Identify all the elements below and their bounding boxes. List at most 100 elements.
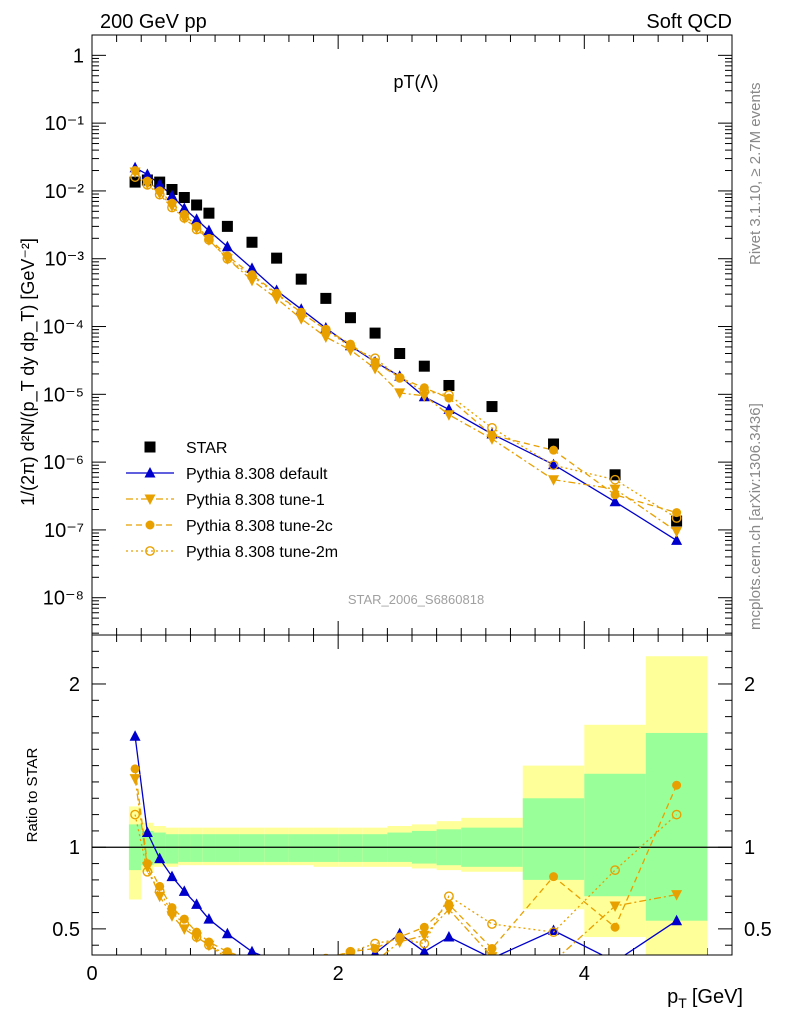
series-point-ratio (610, 865, 620, 876)
star-data-point (295, 273, 307, 285)
series-point-main (295, 314, 307, 325)
star-data-point (671, 515, 683, 527)
side-rivet-text: Rivet 3.1.10, ≥ 2.7M events (747, 83, 764, 266)
series-point-main (166, 189, 178, 201)
series-point-main (444, 390, 454, 400)
series-point-main (395, 373, 405, 383)
series-point-main (609, 484, 621, 496)
series-point-main (394, 388, 406, 399)
ratio-band-green (584, 773, 646, 897)
series-point-ratio (345, 946, 356, 955)
star-data-point (320, 292, 332, 304)
series-point-main (321, 325, 331, 335)
series-point-ratio (167, 907, 177, 918)
ratio-band-green (264, 834, 289, 862)
ratio-band-green (202, 834, 216, 862)
series-point-ratio (178, 885, 190, 896)
series-point-main (178, 202, 190, 214)
star-data-point (178, 192, 190, 204)
ratio-plot-frame (91, 634, 733, 956)
star-data-point (609, 469, 621, 481)
series-point-ratio (549, 872, 559, 882)
series-point-main (320, 332, 332, 344)
series-point-ratio (247, 945, 257, 955)
ratio-tick-label-right: 1 (744, 837, 755, 859)
series-point-main (369, 364, 381, 375)
star-data-point (418, 360, 430, 372)
x-axis-label: pT [GeV] (667, 986, 743, 1011)
series-point-ratio (154, 886, 165, 897)
ratio-band-green (522, 798, 585, 880)
series-point-ratio (487, 943, 497, 953)
series-point-main (548, 475, 560, 486)
series-point-ratio (548, 927, 559, 938)
plot-title: pT(Λ) (393, 72, 438, 92)
ratio-band-green (362, 834, 388, 862)
series-point-ratio (444, 891, 454, 902)
x-tick-label: 4 (579, 963, 590, 985)
series-point-ratio (142, 859, 152, 869)
series-point-ratio (191, 898, 203, 909)
header-left: 200 GeV pp (100, 11, 207, 33)
series-point-main (154, 189, 165, 200)
series-point-main (345, 342, 356, 352)
legend-marker (145, 520, 155, 530)
y-tick-label: 10⁻³ (45, 249, 85, 271)
ratio-band-green (288, 834, 314, 862)
series-point-ratio (325, 954, 326, 955)
series-point-ratio (548, 924, 560, 936)
legend-label: Pythia 8.308 tune-1 (186, 492, 325, 509)
series-point-main (394, 372, 405, 383)
y-tick-label: 10⁻⁸ (43, 588, 84, 610)
series-line-ratio (134, 736, 677, 955)
series-point-ratio (671, 914, 683, 926)
star-data-point (191, 199, 203, 211)
series-point-ratio (672, 780, 682, 790)
series-point-main (179, 209, 189, 219)
ratio-tick-label-left: 2 (69, 674, 80, 696)
series-point-main (191, 224, 202, 235)
series-point-main (419, 386, 430, 397)
series-point-main (370, 353, 380, 364)
series-point-main (487, 422, 497, 433)
x-tick-label: 0 (86, 963, 97, 985)
header-right: Soft QCD (646, 11, 732, 33)
series-point-ratio (129, 774, 141, 785)
series-point-ratio (203, 913, 215, 924)
series-point-ratio (191, 932, 202, 942)
series-point-ratio (610, 922, 620, 932)
y-axis-label: 1/(2π) d²N/(p_T dy dp_T) [GeV⁻²] (18, 238, 39, 506)
legend-marker (145, 546, 155, 556)
ratio-series-group (129, 730, 683, 955)
series-point-main (154, 178, 166, 189)
legend-label: STAR (186, 440, 227, 457)
watermark: STAR_2006_S6860818 (348, 592, 484, 607)
ratio-tick-label-right: 0.5 (744, 919, 772, 941)
series-point-main (203, 224, 215, 236)
y-tick-label: 10⁻¹ (45, 113, 85, 135)
series-point-main (296, 308, 306, 318)
series-point-main (130, 172, 140, 182)
ratio-band-green (313, 834, 339, 862)
star-data-point (369, 327, 381, 339)
series-point-main (191, 213, 203, 224)
series-point-main (671, 513, 682, 523)
series-line-ratio (134, 814, 678, 955)
series-point-ratio (204, 937, 214, 947)
legend-marker (144, 494, 156, 505)
y-tick-label: 1 (73, 45, 84, 67)
series-point-main (609, 495, 621, 507)
series-point-ratio (419, 938, 430, 949)
x-axis-label-unit: [GeV] (692, 986, 743, 1008)
series-point-main (247, 271, 257, 282)
legend-marker (144, 467, 156, 478)
series-point-ratio (486, 952, 498, 955)
series-point-main (222, 251, 232, 261)
series-point-ratio (444, 899, 454, 909)
star-data-point (486, 401, 498, 413)
series-point-ratio (671, 890, 683, 901)
series-point-main (192, 221, 202, 231)
y-tick-label: 10⁻⁴ (43, 317, 84, 339)
ratio-axis-label: Ratio to STAR (24, 747, 41, 842)
